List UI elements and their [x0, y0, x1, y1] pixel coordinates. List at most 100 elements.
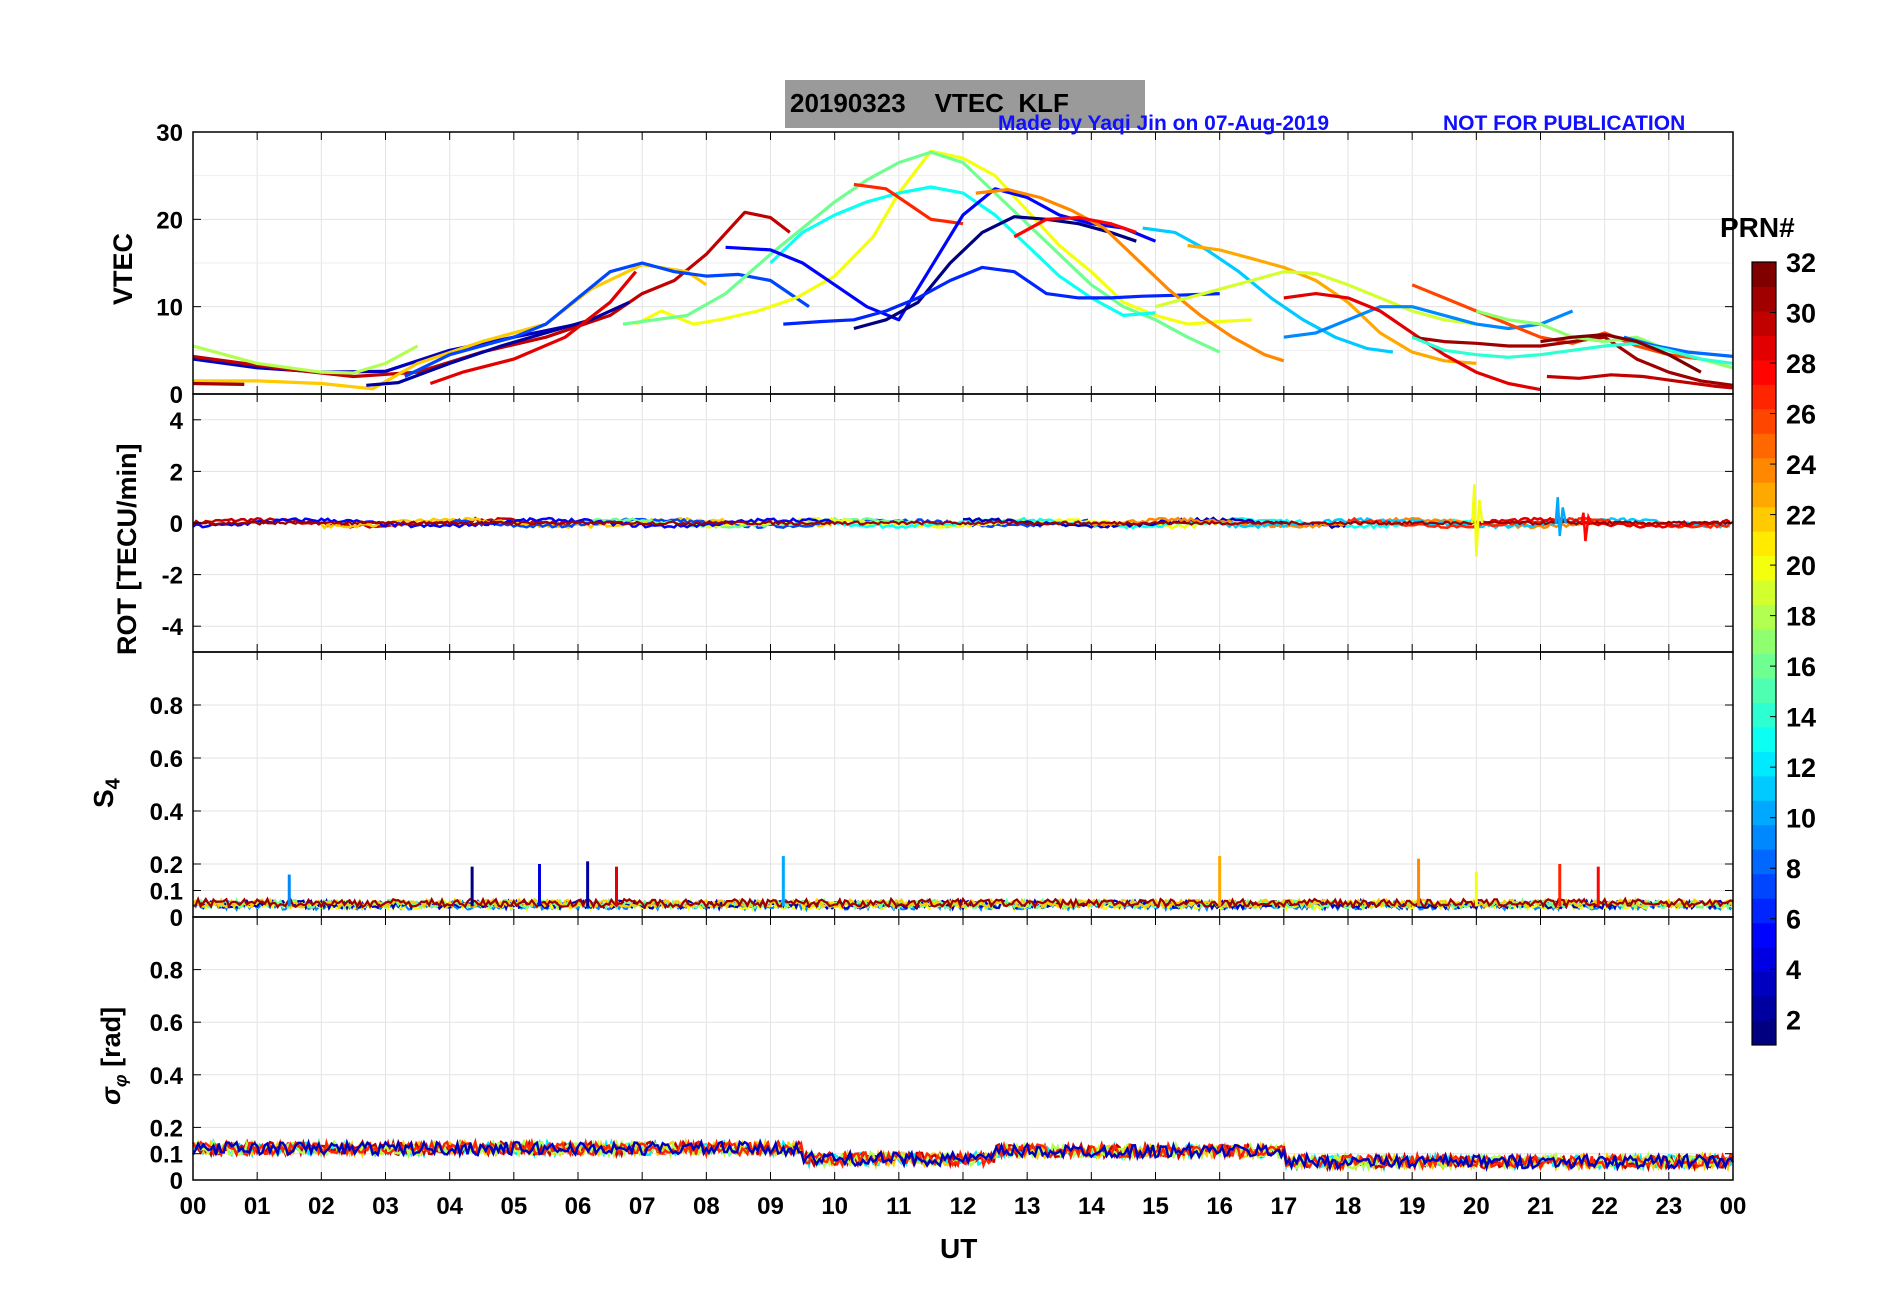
- xtick-label: 20: [1463, 1193, 1490, 1220]
- colorbar-cell: [1752, 824, 1776, 850]
- colorbar-cell: [1752, 800, 1776, 826]
- xtick-label: 06: [565, 1193, 592, 1220]
- vtec-series-prn-30: [1546, 373, 1734, 390]
- sigma-ylabel: σφ [rad]: [96, 1006, 131, 1105]
- colorbar-tick-label: 18: [1786, 602, 1816, 632]
- colorbar-cell: [1752, 335, 1776, 361]
- xtick-label: 04: [436, 1193, 463, 1220]
- vtec-series-prn-18: [192, 344, 419, 375]
- ytick-label: 2: [170, 459, 183, 486]
- vtec-series-prn-11: [1142, 226, 1394, 354]
- xtick-label: 16: [1206, 1193, 1233, 1220]
- xtick-label: 17: [1270, 1193, 1297, 1220]
- ytick-label: 0.2: [150, 1115, 183, 1142]
- rot-series-prn-3: [962, 516, 1346, 530]
- colorbar-tick-label: 28: [1786, 349, 1816, 379]
- vtec-series-prn-29: [429, 270, 638, 386]
- xtick-label: 11: [886, 1193, 911, 1220]
- colorbar-cell: [1752, 629, 1776, 654]
- colorbar-cell: [1752, 359, 1776, 385]
- xtick-label: 00: [1720, 1193, 1747, 1220]
- vtec-series-prn-31: [1411, 335, 1734, 387]
- title-label: VTEC KLF: [934, 88, 1069, 118]
- xtick-label: 22: [1591, 1193, 1618, 1220]
- ytick-label: 20: [156, 207, 183, 234]
- ytick-label: 0.2: [150, 852, 183, 879]
- xtick-label: 14: [1078, 1193, 1105, 1220]
- colorbar-tick-label: 22: [1786, 501, 1816, 531]
- panel-rot: -4 -2 0 2 4: [162, 393, 1734, 653]
- chart-title: 20190323 VTEC KLF: [790, 88, 1069, 119]
- vtec-series-prn-30: [192, 210, 791, 379]
- panel-sigma_phi: 00.10.2 0.4 0.6 0.8: [150, 916, 1735, 1195]
- vtec-series-prn-16: [622, 150, 1221, 354]
- colorbar-tick-label: 26: [1786, 400, 1816, 430]
- colorbar-cell: [1752, 971, 1776, 997]
- x-tick-labels: 00 01 02 03 04 05 06 07 08 09 10 11 12 13 14 15 16 17 18 19…: [180, 1193, 1747, 1220]
- ytick-label: 0.1: [150, 1142, 183, 1169]
- panels-group: 0102030-4-202400.10.20.40.60.800.10.20.4…: [150, 120, 1747, 1220]
- vtec-series-prn-28: [1013, 216, 1137, 239]
- colorbar-cell: [1752, 555, 1776, 581]
- colorbar-title: PRN#: [1720, 212, 1795, 243]
- s4-ylabel: S4: [88, 778, 125, 808]
- colorbar-cell: [1752, 898, 1776, 924]
- rot-series-prn-29: [1475, 516, 1731, 529]
- x-axis-label: UT: [940, 1233, 978, 1264]
- colorbar-tick-label: 20: [1786, 551, 1816, 581]
- ytick-label: 0: [170, 905, 183, 932]
- xtick-label: 12: [950, 1193, 977, 1220]
- rot-ylabel: ROT [TECU/min]: [112, 443, 142, 655]
- credit-author: Made by Yaqi Jin on 07-Aug-2019: [998, 112, 1330, 135]
- colorbar-cell: [1752, 751, 1776, 777]
- xtick-label: 18: [1335, 1193, 1362, 1220]
- rot-series-prn-16: [577, 516, 960, 529]
- xtick-label: 05: [500, 1193, 527, 1220]
- title-box: [785, 80, 1145, 128]
- vtec-series-prn-23: [1187, 243, 1477, 365]
- ytick-label: 0.8: [150, 693, 183, 720]
- colorbar-cell: [1752, 996, 1776, 1022]
- colorbar-tick-label: 14: [1786, 703, 1816, 733]
- ytick-label: -4: [162, 614, 184, 641]
- rot-spike-prn-28: [1580, 512, 1593, 542]
- vtec-series-prn-19: [1155, 270, 1477, 326]
- xtick-label: 03: [372, 1193, 399, 1220]
- xtick-label: 02: [308, 1193, 335, 1220]
- colorbar-cell: [1752, 506, 1776, 532]
- colorbar-cell: [1752, 531, 1776, 557]
- colorbar-cell: [1752, 775, 1776, 801]
- colorbar-cell: [1752, 580, 1776, 606]
- ytick-label: 0: [170, 382, 183, 409]
- colorbar-cell: [1752, 677, 1776, 703]
- vtec-series-prn-7: [404, 261, 810, 378]
- xtick-label: 00: [180, 1193, 207, 1220]
- rot-spike-prn-10: [1554, 497, 1567, 537]
- colorbar-tick-label: 8: [1786, 854, 1801, 884]
- xtick-label: 23: [1655, 1193, 1682, 1220]
- ytick-label: 4: [170, 408, 184, 435]
- colorbar-cell: [1752, 922, 1776, 948]
- colorbar-tick-label: 24: [1786, 450, 1816, 480]
- xtick-label: 21: [1527, 1193, 1554, 1220]
- vtec-ylabel: VTEC: [108, 232, 138, 305]
- colorbar-tick-label: 10: [1786, 804, 1816, 834]
- vtec-series-prn-5: [725, 187, 1157, 322]
- colorbar-tick-label: 4: [1786, 955, 1801, 985]
- xtick-label: 15: [1142, 1193, 1169, 1220]
- ytick-label: 30: [156, 120, 183, 147]
- colorbar-tick-label: 12: [1786, 753, 1816, 783]
- vtec-series-prn-31: [192, 381, 245, 386]
- panel-vtec: 0 10 20 30: [156, 120, 1734, 409]
- credit-notice: NOT FOR PUBLICATION: [1443, 112, 1686, 135]
- xtick-label: 09: [757, 1193, 784, 1220]
- ytick-label: 0: [170, 1168, 183, 1195]
- vtec-series-prn-9: [1283, 305, 1574, 339]
- colorbar-cell: [1752, 702, 1776, 728]
- colorbar-cell: [1752, 433, 1776, 459]
- ytick-label: 0.8: [150, 958, 183, 985]
- colorbar-tick-label: 2: [1786, 1006, 1801, 1036]
- colorbar-tick-label: 16: [1786, 652, 1816, 682]
